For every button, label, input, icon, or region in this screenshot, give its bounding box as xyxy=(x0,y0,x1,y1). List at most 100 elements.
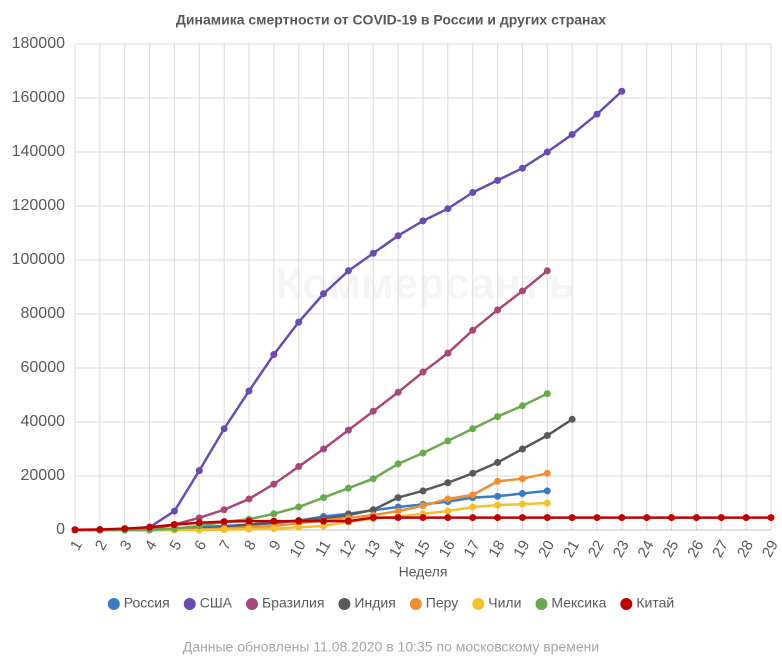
point xyxy=(568,130,576,138)
point xyxy=(494,514,502,522)
point xyxy=(320,290,328,298)
x-tick-label: 4 xyxy=(142,537,161,553)
point xyxy=(543,487,551,495)
point xyxy=(593,110,601,118)
point xyxy=(444,495,452,503)
point xyxy=(245,387,253,395)
legend-label: Чили xyxy=(488,595,521,611)
legend-label: Бразилия xyxy=(262,595,324,611)
legend-label: Перу xyxy=(426,595,458,611)
x-tick-label: 3 xyxy=(117,537,136,553)
point xyxy=(195,519,203,527)
point xyxy=(518,475,526,483)
x-tick-label: 12 xyxy=(336,537,359,560)
point xyxy=(494,176,502,184)
y-tick-label: 100000 xyxy=(12,251,65,268)
point xyxy=(220,526,228,534)
x-tick-label: 29 xyxy=(759,537,782,560)
point xyxy=(71,526,79,534)
point xyxy=(518,402,526,410)
x-tick-label: 9 xyxy=(266,537,285,553)
point xyxy=(195,467,203,475)
point xyxy=(469,491,477,499)
point xyxy=(320,517,328,525)
point xyxy=(444,205,452,213)
point xyxy=(270,480,278,488)
point xyxy=(518,287,526,295)
point xyxy=(643,514,651,522)
point xyxy=(568,415,576,423)
point xyxy=(320,522,328,530)
point xyxy=(494,306,502,314)
point xyxy=(146,523,154,531)
y-tick-label: 120000 xyxy=(12,197,65,214)
point xyxy=(518,500,526,508)
point xyxy=(394,514,402,522)
point xyxy=(494,501,502,509)
point xyxy=(444,514,452,522)
x-tick-label: 23 xyxy=(610,537,633,560)
x-tick-label: 21 xyxy=(560,537,583,560)
point xyxy=(469,326,477,334)
point xyxy=(543,432,551,439)
point xyxy=(543,267,551,275)
point xyxy=(668,514,676,522)
y-tick-label: 80000 xyxy=(21,305,66,322)
point xyxy=(742,514,750,522)
y-tick-label: 180000 xyxy=(12,35,65,52)
point xyxy=(394,232,402,240)
point xyxy=(270,517,278,525)
x-tick-label: 13 xyxy=(361,537,384,560)
y-tick-label: 20000 xyxy=(21,467,66,484)
x-tick-label: 22 xyxy=(585,537,608,560)
legend-marker xyxy=(246,598,258,610)
point xyxy=(295,503,303,511)
x-tick-label: 16 xyxy=(436,537,459,560)
point xyxy=(444,507,452,515)
point xyxy=(270,510,278,518)
point xyxy=(121,525,129,533)
point xyxy=(245,517,253,525)
point xyxy=(419,449,427,457)
point xyxy=(270,525,278,533)
legend-label: Мексика xyxy=(551,595,606,611)
point xyxy=(518,445,526,453)
point xyxy=(469,503,477,511)
point xyxy=(593,514,601,522)
x-tick-label: 24 xyxy=(635,537,658,560)
point xyxy=(444,437,452,445)
point xyxy=(394,507,402,515)
x-tick-label: 25 xyxy=(659,537,682,560)
point xyxy=(618,514,626,522)
point xyxy=(469,189,477,196)
legend-marker xyxy=(409,598,422,610)
footnote: Данные обновлены 11.08.2020 в 10:35 по м… xyxy=(183,639,599,655)
x-tick-label: 7 xyxy=(216,537,235,553)
point xyxy=(320,494,328,502)
point xyxy=(394,494,402,502)
x-tick-label: 2 xyxy=(92,537,111,553)
point xyxy=(444,479,452,487)
x-tick-label: 5 xyxy=(166,537,185,553)
x-tick-label: 27 xyxy=(709,537,732,560)
x-tick-label: 17 xyxy=(461,537,484,560)
y-tick-label: 140000 xyxy=(12,143,65,160)
point xyxy=(717,514,725,522)
point xyxy=(295,523,303,531)
point xyxy=(344,517,352,525)
x-tick-label: 6 xyxy=(191,537,210,553)
point xyxy=(469,469,477,477)
x-tick-label: 18 xyxy=(485,537,508,560)
series-line xyxy=(75,489,548,532)
point xyxy=(369,514,377,522)
point xyxy=(692,514,700,522)
legend-label: Китай xyxy=(636,595,674,611)
point xyxy=(195,514,203,522)
x-tick-label: 20 xyxy=(535,537,558,560)
point xyxy=(295,318,303,326)
legend-marker xyxy=(535,598,548,610)
point xyxy=(469,514,477,522)
x-tick-label: 10 xyxy=(287,537,310,560)
point xyxy=(369,249,377,257)
x-tick-label: 26 xyxy=(684,537,707,560)
